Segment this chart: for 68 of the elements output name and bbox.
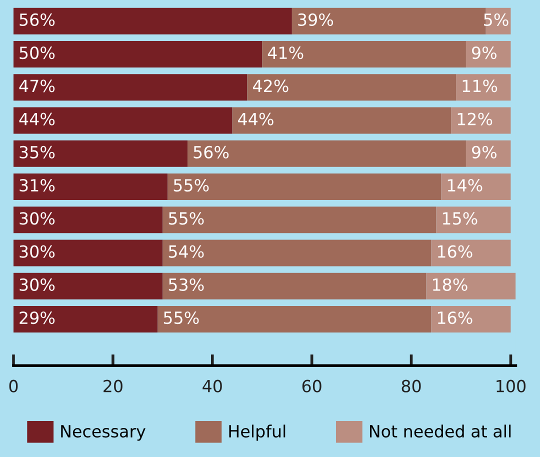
bar xyxy=(466,41,511,68)
bar xyxy=(466,140,511,167)
data-label: 5% xyxy=(484,13,508,26)
bar xyxy=(188,140,466,167)
bar xyxy=(431,240,511,266)
data-label: 44% xyxy=(19,112,55,126)
data-label: 31% xyxy=(20,178,55,192)
bar xyxy=(426,272,516,300)
data-label: 35% xyxy=(20,146,55,158)
bar xyxy=(168,173,442,200)
data-label: 55% xyxy=(168,212,204,225)
bar xyxy=(431,306,511,332)
legend-label: Helpful xyxy=(229,424,286,441)
x-tick-label: 0 xyxy=(9,380,18,392)
data-label: 11% xyxy=(462,80,498,92)
bar xyxy=(262,41,466,68)
bar xyxy=(14,206,163,234)
bar xyxy=(14,140,188,167)
data-label: 53% xyxy=(168,278,204,291)
data-label: 42% xyxy=(252,80,288,92)
data-label: 39% xyxy=(298,13,334,26)
data-label: 12% xyxy=(458,112,492,126)
data-label: 56% xyxy=(20,13,55,26)
data-label: 30% xyxy=(20,212,55,225)
bar xyxy=(247,74,456,101)
x-tick-label: 20 xyxy=(104,380,122,392)
data-label: 15% xyxy=(442,212,478,225)
bar xyxy=(162,240,432,266)
bar xyxy=(14,240,163,266)
data-label: 47% xyxy=(19,80,55,92)
x-tick-label: 80 xyxy=(402,380,421,392)
bar xyxy=(158,306,432,332)
bar xyxy=(14,41,262,68)
bar xyxy=(14,107,232,134)
x-tick-label: 40 xyxy=(202,380,222,392)
data-label: 16% xyxy=(438,245,472,258)
data-label: 30% xyxy=(20,245,55,258)
data-label: 29% xyxy=(20,311,55,324)
legend-label: Not needed at all xyxy=(370,424,511,438)
bar xyxy=(456,74,511,101)
bar xyxy=(14,173,168,200)
data-label: 41% xyxy=(268,46,304,60)
data-label: 9% xyxy=(472,46,496,60)
data-label: 14% xyxy=(448,178,482,192)
bar xyxy=(441,173,511,200)
data-label: 9% xyxy=(472,146,496,158)
data-label: 16% xyxy=(438,311,472,324)
bar xyxy=(14,74,248,101)
bar xyxy=(292,8,486,34)
data-label: 56% xyxy=(194,146,229,158)
bar xyxy=(162,206,436,234)
legend-label: Necessary xyxy=(61,425,146,441)
bar xyxy=(14,306,158,332)
x-tick-label: 60 xyxy=(302,380,322,392)
data-label: 44% xyxy=(238,112,274,126)
data-label: 55% xyxy=(164,311,199,324)
x-tick-label: 100 xyxy=(496,380,526,392)
bar xyxy=(162,272,426,300)
data-label: 55% xyxy=(174,178,209,192)
bar xyxy=(232,107,452,134)
bar xyxy=(14,272,163,300)
bar xyxy=(451,107,511,134)
bar xyxy=(436,206,511,234)
data-label: 50% xyxy=(20,46,55,60)
data-label: 30% xyxy=(20,278,55,291)
data-label: 54% xyxy=(168,245,204,258)
data-label: 18% xyxy=(433,278,468,291)
bar xyxy=(14,8,292,34)
